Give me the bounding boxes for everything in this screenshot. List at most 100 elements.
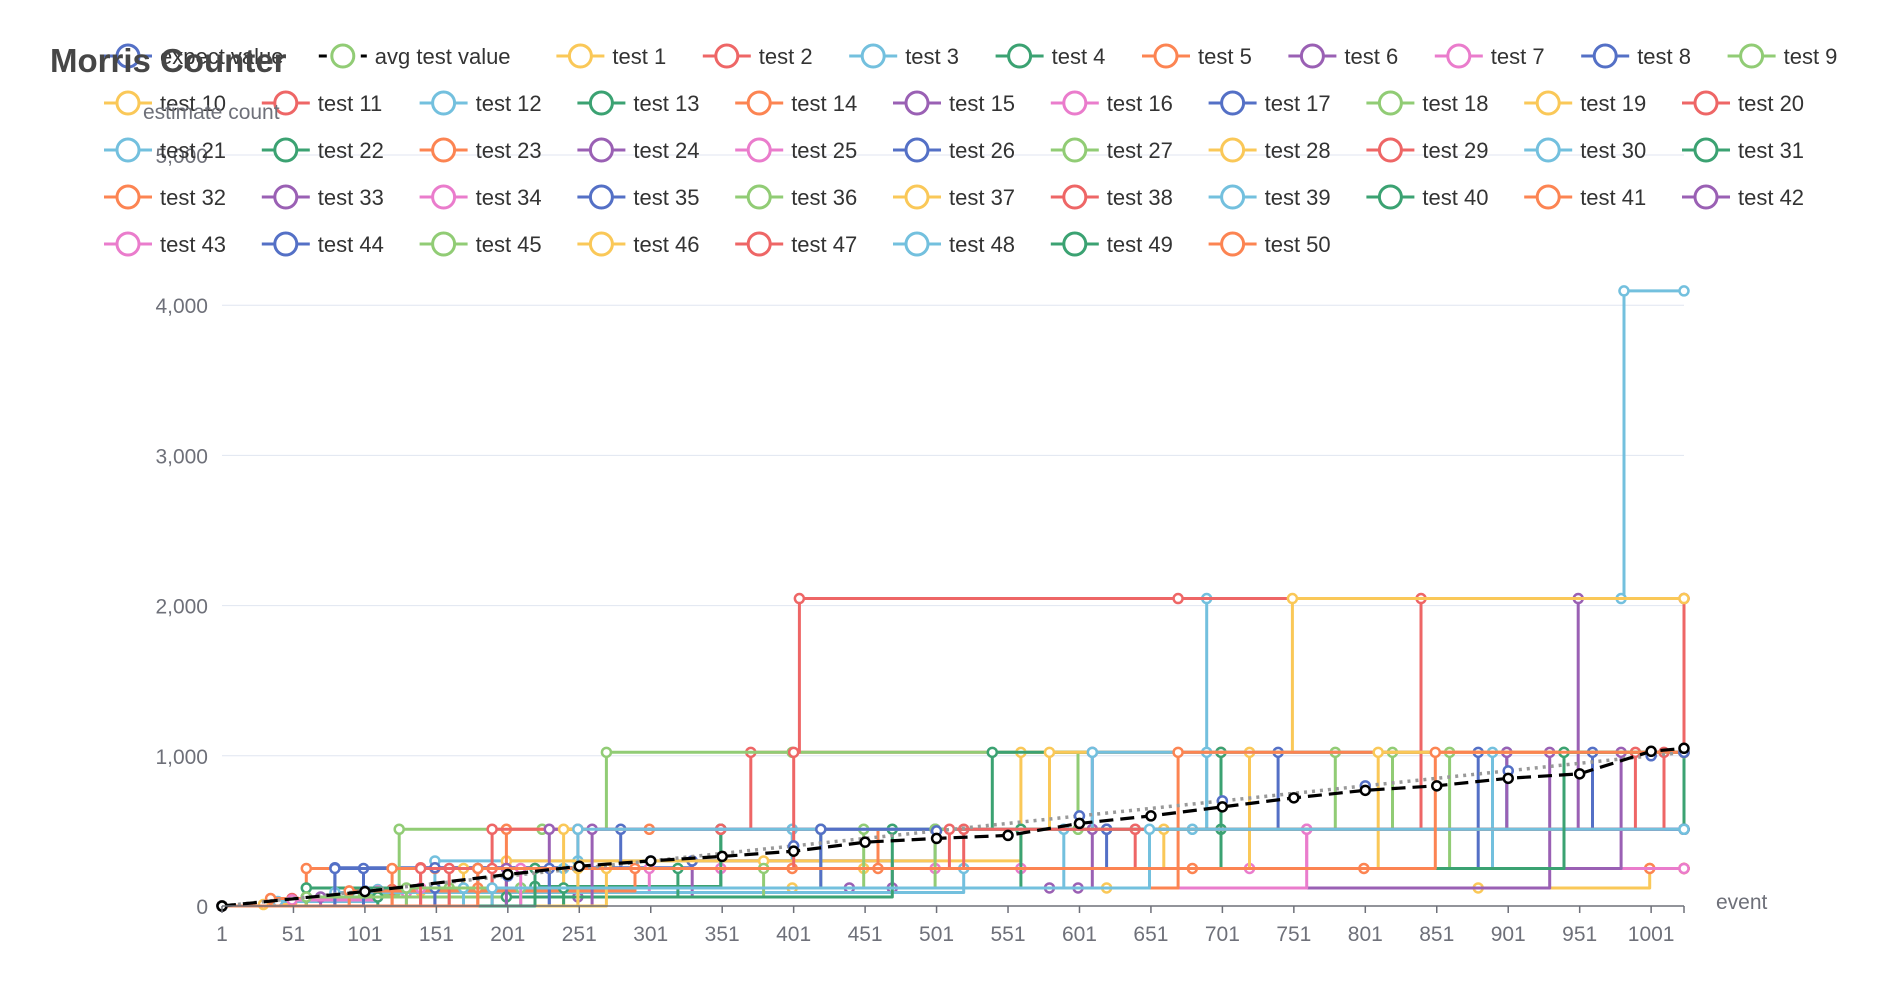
chart-title: Morris Counter xyxy=(50,42,287,79)
legend-item[interactable]: test 47 xyxy=(735,231,857,257)
legend-swatch-marker xyxy=(273,231,299,257)
legend-item[interactable]: test 14 xyxy=(735,90,857,116)
legend-swatch-marker xyxy=(588,90,614,116)
legend-item[interactable]: test 15 xyxy=(893,90,1015,116)
legend-item[interactable]: test 2 xyxy=(702,43,813,69)
legend-item[interactable]: test 30 xyxy=(1524,137,1646,163)
legend-swatch-marker xyxy=(1062,137,1088,163)
legend-item[interactable]: test 11 xyxy=(261,90,382,116)
legend-swatch-marker xyxy=(115,90,141,116)
legend-item[interactable]: test 39 xyxy=(1208,184,1331,210)
x-tick-label: 651 xyxy=(1133,923,1168,946)
legend-item[interactable]: test 5 xyxy=(1142,43,1252,69)
legend-item[interactable]: test 22 xyxy=(261,137,384,163)
legend-item[interactable]: test 37 xyxy=(893,184,1015,210)
legend-item[interactable]: test 41 xyxy=(1524,184,1646,210)
legend-label: test 46 xyxy=(633,232,699,257)
legend-item[interactable]: test 9 xyxy=(1727,43,1838,69)
legend-label: avg test value xyxy=(375,44,511,69)
data-point xyxy=(1288,792,1300,804)
legend-label: test 2 xyxy=(759,44,813,69)
legend-item[interactable]: test 29 xyxy=(1366,137,1488,163)
legend-item[interactable]: expect value xyxy=(104,43,284,69)
legend-item[interactable]: test 7 xyxy=(1434,43,1545,69)
series-line xyxy=(222,750,1684,908)
legend-item[interactable]: test 38 xyxy=(1050,184,1173,210)
legend-label: test 23 xyxy=(476,138,542,163)
legend-label: test 36 xyxy=(791,185,857,210)
legend-item[interactable]: test 44 xyxy=(261,231,384,257)
legend-item[interactable]: test 32 xyxy=(104,184,226,210)
legend-swatch-marker xyxy=(115,231,141,257)
legend-item[interactable]: test 10 xyxy=(104,90,226,116)
legend-swatch-marker xyxy=(1220,231,1246,257)
legend-label: test 47 xyxy=(791,232,857,257)
legend-item[interactable]: test 26 xyxy=(893,137,1015,163)
legend-item[interactable]: test 17 xyxy=(1208,90,1331,116)
legend-item[interactable]: test 23 xyxy=(419,137,542,163)
data-point xyxy=(793,592,806,605)
legend-label: test 35 xyxy=(633,185,699,210)
grid-layer xyxy=(222,154,1684,757)
x-tick-label: 201 xyxy=(490,923,525,946)
data-point xyxy=(329,862,341,875)
legend-item[interactable]: test 13 xyxy=(577,90,699,116)
legend-swatch-marker xyxy=(1377,137,1403,163)
legend-item[interactable]: test 28 xyxy=(1208,137,1331,163)
legend-item[interactable]: test 20 xyxy=(1682,90,1804,116)
x-tick-label: 51 xyxy=(282,923,305,946)
legend-label: test 7 xyxy=(1491,44,1545,69)
legend-item[interactable]: test 19 xyxy=(1524,90,1646,116)
legend-item[interactable]: test 46 xyxy=(577,231,699,257)
legend-item[interactable]: avg test value xyxy=(318,43,511,69)
legend-item[interactable]: test 35 xyxy=(577,184,699,210)
legend-item[interactable]: test 25 xyxy=(735,137,857,163)
legend-label: test 17 xyxy=(1265,91,1331,116)
legend-label: test 12 xyxy=(476,91,542,116)
legend-label: test 20 xyxy=(1738,91,1804,116)
x-tick-label: 301 xyxy=(633,923,668,946)
legend-item[interactable]: test 36 xyxy=(735,184,857,210)
legend-item[interactable]: test 34 xyxy=(419,184,542,210)
legend-swatch-marker xyxy=(1535,137,1561,163)
legend-swatch-marker xyxy=(1739,43,1765,69)
legend-swatch-marker xyxy=(115,137,141,163)
legend-label: test 27 xyxy=(1107,138,1173,163)
legend-item[interactable]: test 33 xyxy=(261,184,384,210)
legend-item[interactable]: test 12 xyxy=(419,90,542,116)
legend-label: test 26 xyxy=(949,138,1015,163)
legend-item[interactable]: test 4 xyxy=(995,43,1106,69)
legend-item[interactable]: test 1 xyxy=(556,43,666,69)
legend-item[interactable]: test 42 xyxy=(1682,184,1804,210)
legend[interactable]: expect value avg test value test 1 test 2 te… xyxy=(104,43,1838,257)
legend-swatch-marker xyxy=(1377,90,1403,116)
legend-item[interactable]: test 50 xyxy=(1208,231,1331,257)
data-point xyxy=(1678,742,1690,755)
legend-item[interactable]: test 24 xyxy=(577,137,699,163)
legend-item[interactable]: test 40 xyxy=(1366,184,1488,210)
legend-label: test 50 xyxy=(1265,232,1331,257)
legend-item[interactable]: test 31 xyxy=(1682,137,1804,163)
legend-swatch-marker xyxy=(1007,43,1033,69)
legend-swatch-marker xyxy=(431,137,457,163)
y-tick-label: 2,000 xyxy=(155,596,208,619)
legend-item[interactable]: test 49 xyxy=(1050,231,1173,257)
legend-item[interactable]: test 27 xyxy=(1050,137,1173,163)
legend-item[interactable]: test 16 xyxy=(1050,90,1173,116)
legend-item[interactable]: test 45 xyxy=(419,231,542,257)
legend-item[interactable]: test 3 xyxy=(849,43,959,69)
legend-label: test 33 xyxy=(318,185,384,210)
x-tick-label: 501 xyxy=(919,923,954,946)
x-tick-label: 401 xyxy=(776,923,811,946)
legend-swatch-marker xyxy=(746,231,772,257)
legend-swatch-marker xyxy=(1693,137,1719,163)
legend-item[interactable]: test 8 xyxy=(1581,43,1691,69)
legend-label: test 25 xyxy=(791,138,857,163)
legend-item[interactable]: test 21 xyxy=(104,137,226,163)
legend-item[interactable]: test 48 xyxy=(893,231,1015,257)
legend-item[interactable]: test 43 xyxy=(104,231,226,257)
legend-item[interactable]: test 6 xyxy=(1288,43,1398,69)
legend-label: test 34 xyxy=(476,185,542,210)
legend-item[interactable]: test 18 xyxy=(1366,90,1488,116)
legend-label: test 41 xyxy=(1580,185,1646,210)
